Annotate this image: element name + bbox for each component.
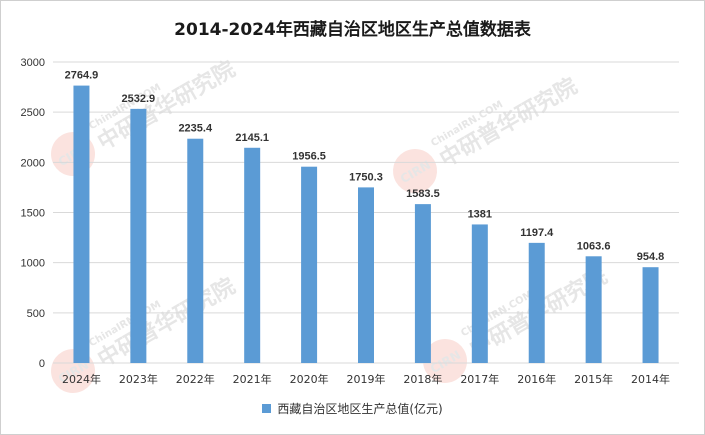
- bar: [358, 187, 374, 363]
- data-labels: 2764.9 2532.9 2235.4 2145.1 1956.5 1750.3 1583…: [65, 70, 665, 264]
- x-tick-label: 2021年: [233, 372, 272, 386]
- x-tick-label: 2020年: [290, 372, 329, 386]
- y-tick-label: 2500: [21, 107, 45, 119]
- x-tick-label: 2019年: [347, 372, 386, 386]
- y-tick-label: 0: [39, 358, 45, 370]
- x-tick-label: 2024年: [62, 372, 101, 386]
- data-label: 2764.9: [65, 70, 99, 82]
- bar: [414, 204, 431, 363]
- bar: [187, 138, 204, 363]
- bar: [471, 224, 488, 363]
- bar: [642, 267, 659, 363]
- x-tick-label: 2017年: [460, 372, 499, 386]
- y-tick-label: 500: [27, 308, 45, 320]
- data-label: 954.8: [637, 251, 665, 263]
- legend-swatch: [262, 404, 272, 413]
- y-tick-label: 3000: [21, 57, 45, 69]
- legend: 西藏自治区地区生产总值(亿元): [1, 400, 704, 417]
- chart-title: 2014-2024年西藏自治区地区生产总值数据表: [174, 20, 531, 40]
- x-tick-label: 2016年: [517, 372, 556, 386]
- y-tick-label: 1500: [21, 208, 45, 220]
- x-tick-label: 2023年: [119, 372, 158, 386]
- bar: [73, 85, 90, 363]
- x-tick-label: 2018年: [403, 372, 442, 386]
- y-axis: 0 500 1000 1500 2000 2500 3000: [21, 57, 45, 370]
- bar: [244, 147, 261, 363]
- y-tick-label: 1000: [21, 258, 45, 270]
- data-label: 1063.6: [577, 240, 611, 252]
- bar: [585, 256, 602, 363]
- watermark-logo-icon: [393, 149, 438, 193]
- data-label: 2235.4: [178, 123, 213, 135]
- data-label: 1750.3: [349, 171, 383, 183]
- data-label: 1381: [468, 208, 492, 220]
- x-tick-label: 2015年: [574, 372, 613, 386]
- bar-series: [73, 85, 659, 364]
- bar: [130, 108, 147, 364]
- y-tick-label: 2000: [21, 157, 45, 169]
- data-label: 2145.1: [235, 132, 269, 144]
- data-label: 1956.5: [292, 151, 326, 163]
- bar: [528, 242, 545, 363]
- bar: [301, 166, 318, 363]
- watermark-logo-icon: [423, 339, 468, 383]
- data-label: 2532.9: [122, 93, 156, 105]
- data-label: 1583.5: [406, 188, 440, 200]
- legend-label: 西藏自治区地区生产总值(亿元): [277, 402, 443, 416]
- x-axis: 2024年 2023年 2022年 2021年 2020年 2019年 2018年 2017年…: [62, 372, 670, 386]
- x-tick-label: 2014年: [631, 372, 670, 386]
- x-tick-label: 2022年: [176, 372, 215, 386]
- data-label: 1197.4: [520, 227, 554, 239]
